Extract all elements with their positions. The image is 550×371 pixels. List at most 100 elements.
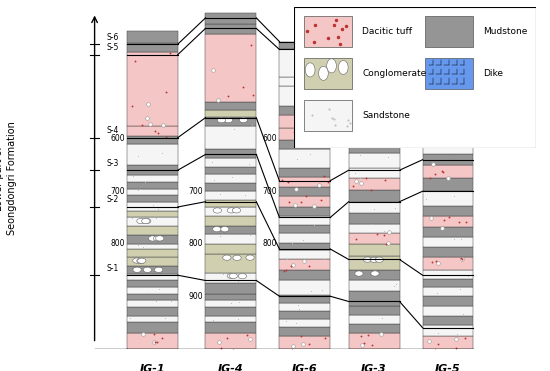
Bar <box>279 250 330 259</box>
Point <box>424 56 432 62</box>
Point <box>452 345 460 351</box>
Bar <box>422 115 474 128</box>
Point <box>300 258 309 264</box>
Point <box>166 298 175 304</box>
Point <box>214 339 223 345</box>
Point <box>295 306 304 312</box>
Bar <box>206 244 256 254</box>
Ellipse shape <box>305 63 315 77</box>
Bar <box>279 225 330 233</box>
Point <box>458 256 467 262</box>
Point <box>129 173 138 179</box>
Ellipse shape <box>233 255 241 260</box>
Point <box>228 347 237 353</box>
Point <box>362 175 371 181</box>
Bar <box>304 101 353 131</box>
Ellipse shape <box>224 118 233 123</box>
Text: JG-4: JG-4 <box>218 364 244 371</box>
Ellipse shape <box>137 219 145 224</box>
Point <box>317 197 326 203</box>
Point <box>355 107 364 113</box>
Point <box>381 177 389 183</box>
Point <box>433 330 442 336</box>
Point <box>142 290 151 296</box>
Point <box>154 130 163 136</box>
Text: 700: 700 <box>110 187 125 196</box>
Point <box>306 151 315 157</box>
Point <box>162 134 170 140</box>
Bar <box>349 224 399 233</box>
Bar <box>279 77 330 86</box>
Point <box>377 331 386 336</box>
Ellipse shape <box>213 227 221 232</box>
Bar <box>422 178 474 191</box>
Point <box>458 256 467 262</box>
Bar <box>279 187 330 197</box>
Point <box>441 105 449 111</box>
Point <box>284 199 293 205</box>
Point <box>249 92 258 98</box>
Bar <box>422 279 474 287</box>
Bar <box>304 16 353 47</box>
Bar <box>279 216 330 225</box>
Bar <box>422 128 474 139</box>
Point <box>361 89 370 95</box>
Point <box>351 236 360 242</box>
Point <box>243 332 251 338</box>
Point <box>144 272 152 278</box>
Ellipse shape <box>318 66 328 81</box>
Point <box>386 83 394 89</box>
Bar <box>127 235 178 244</box>
Point <box>216 191 224 197</box>
Point <box>367 342 376 348</box>
Point <box>424 312 432 318</box>
Ellipse shape <box>156 236 164 241</box>
Point <box>161 315 169 321</box>
Point <box>218 271 227 277</box>
Ellipse shape <box>223 255 231 260</box>
Point <box>240 192 249 198</box>
Point <box>128 103 136 109</box>
Point <box>288 240 296 246</box>
Point <box>143 101 152 107</box>
Point <box>455 22 464 28</box>
Point <box>370 99 379 105</box>
Bar <box>279 311 330 319</box>
Ellipse shape <box>137 258 145 263</box>
Point <box>369 118 378 124</box>
Bar <box>422 336 474 349</box>
Point <box>390 206 399 211</box>
Point <box>458 311 467 317</box>
Text: 900: 900 <box>189 292 203 301</box>
Point <box>151 128 160 134</box>
Bar <box>422 31 474 42</box>
Point <box>208 67 217 73</box>
Text: 600: 600 <box>406 134 420 143</box>
Bar <box>206 149 256 158</box>
Text: JG-3: JG-3 <box>361 364 387 371</box>
Bar <box>279 106 330 115</box>
Point <box>455 286 464 292</box>
Point <box>289 262 298 267</box>
Text: S-5: S-5 <box>106 43 119 52</box>
Ellipse shape <box>375 257 383 262</box>
Point <box>354 20 362 26</box>
Bar <box>206 273 256 283</box>
Bar <box>422 42 474 52</box>
Ellipse shape <box>364 257 372 262</box>
Bar <box>349 306 399 315</box>
Bar <box>127 195 178 202</box>
Point <box>323 76 332 82</box>
Point <box>355 100 364 106</box>
Point <box>457 275 466 281</box>
Point <box>361 52 370 58</box>
Point <box>425 74 434 80</box>
Bar <box>422 257 474 270</box>
Ellipse shape <box>213 208 222 213</box>
Point <box>157 150 166 156</box>
Bar <box>127 165 178 175</box>
Point <box>383 154 392 160</box>
Ellipse shape <box>133 267 141 272</box>
Text: S-2: S-2 <box>106 196 118 204</box>
Text: JG-5: JG-5 <box>435 364 461 371</box>
